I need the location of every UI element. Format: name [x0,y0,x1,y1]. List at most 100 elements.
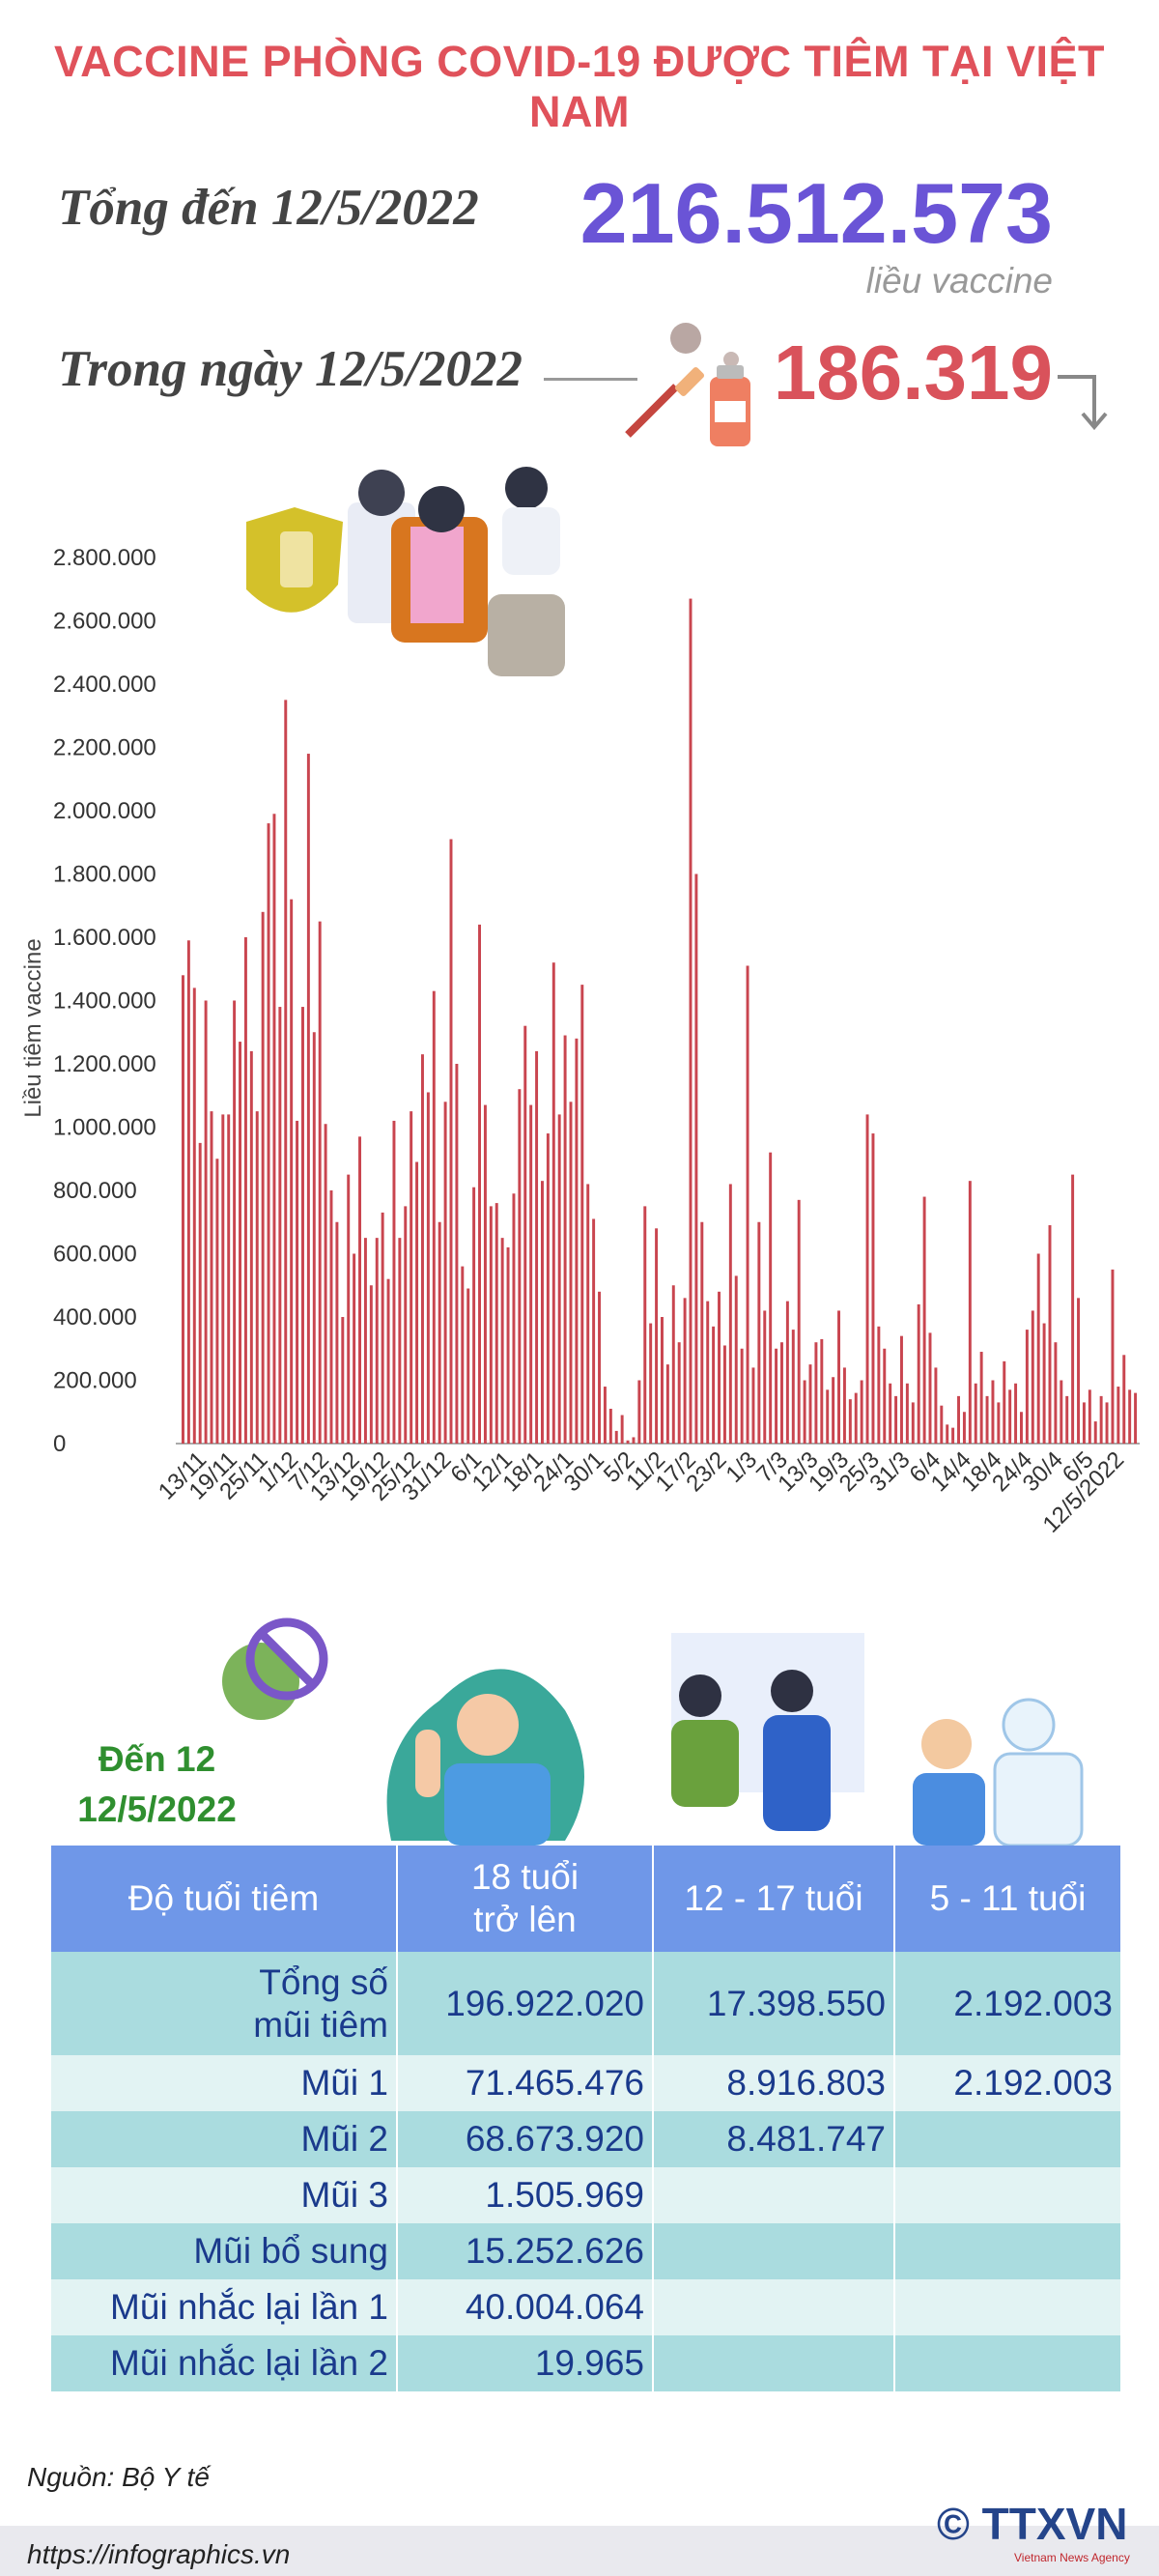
bar [443,1102,447,1444]
bar [483,1104,487,1444]
bar [775,1348,778,1444]
bar [1111,1269,1115,1445]
bar [637,1380,641,1444]
bar [404,1206,408,1445]
bar [580,985,584,1444]
child-vaccination-illustration [913,1698,1084,1846]
bar [1025,1330,1029,1444]
as-of-date: Đến 12 12/5/2022 [48,1734,266,1835]
connector-line [544,378,637,381]
bar [694,873,698,1444]
bar [808,1364,812,1445]
bar [239,1042,241,1445]
bar [312,1032,316,1444]
bar [860,1380,863,1444]
cell-5-11 [894,2279,1122,2335]
cell-18-plus: 40.004.064 [397,2279,654,2335]
bar [358,1136,361,1445]
bar [233,1000,237,1444]
bar [500,1238,504,1445]
bar [700,1221,704,1444]
bar [192,987,196,1444]
bar [911,1402,915,1444]
bar [1105,1402,1109,1444]
cell-18-plus: 196.922.020 [397,1952,654,2055]
page-title: VACCINE PHÒNG COVID-19 ĐƯỢC TIÊM TẠI VIỆ… [54,37,1105,136]
row-label: Mũi bổ sung [51,2223,398,2279]
bar [415,1161,419,1444]
as-of-line-1: Đến 12 [98,1739,216,1779]
bar [267,823,270,1444]
bar [347,1174,351,1445]
bar [512,1193,516,1444]
bar [563,1035,567,1444]
bar [1003,1360,1006,1444]
y-tick-label: 800.000 [53,1178,137,1204]
syringe-icon [625,384,679,438]
row-label: Mũi 3 [51,2167,398,2223]
bar [1020,1412,1023,1444]
bar [940,1405,944,1444]
row-label: Tổng số mũi tiêm [51,1952,398,2055]
cell-5-11 [894,2335,1122,2391]
y-tick-label: 1.200.000 [53,1051,156,1077]
bar [432,990,436,1444]
table-row: Mũi nhắc lại lần 1 40.004.064 [51,2279,1122,2335]
bar [1065,1395,1069,1445]
bar [284,700,288,1445]
as-of-line-2: 12/5/2022 [77,1789,237,1829]
bar [608,1408,612,1444]
cell-12-17: 8.481.747 [653,2111,895,2167]
bar [1054,1342,1058,1444]
bar [592,1218,596,1444]
bar [997,1402,1001,1444]
bar [1071,1174,1075,1445]
cell-18-plus: 71.465.476 [397,2055,654,2111]
bar [689,598,693,1444]
bar [249,1050,253,1444]
bar [296,1120,299,1444]
bar [227,1114,231,1444]
bar [780,1342,783,1444]
bar [968,1181,972,1444]
cell-18-plus: 19.965 [397,2335,654,2391]
cell-18-plus: 1.505.969 [397,2167,654,2223]
bar [1036,1253,1040,1444]
bar [661,1317,664,1444]
bar [763,1310,767,1444]
cell-5-11: 2.192.003 [894,2055,1122,2111]
y-tick-label: 600.000 [53,1242,137,1268]
daily-doses-bar-chart: 0 200.000 400.000 600.000 800.000 1.000.000 1.… [53,545,1140,1538]
bar [546,1133,550,1444]
y-tick-label: 400.000 [53,1304,137,1331]
table-row: Mũi 3 1.505.969 [51,2167,1122,2223]
total-label: Tổng đến 12/5/2022 [58,180,479,236]
row-label: Mũi nhắc lại lần 1 [51,2279,398,2335]
bar [985,1395,989,1445]
bar [421,1054,424,1444]
people-cheering-illustration [246,467,565,676]
bar [186,940,190,1444]
y-tick-label: 2.200.000 [53,735,156,761]
ttxvn-logo: © TTXVN [937,2499,1128,2549]
cell-12-17: 8.916.803 [653,2055,895,2111]
bar [671,1285,675,1444]
row-label: Mũi 1 [51,2055,398,2111]
virus-icon-small [723,352,739,367]
virus-icon [670,323,701,354]
bar [803,1380,806,1444]
daily-label: Trong ngày 12/5/2022 [58,341,523,397]
bar [198,1142,202,1445]
cell-5-11: 2.192.003 [894,1952,1122,2055]
bar [814,1342,818,1444]
bar [523,1025,527,1444]
bar [535,1050,539,1444]
bar [210,1111,213,1445]
header-5-11: 5 - 11 tuổi [894,1846,1122,1952]
footer-link[interactable]: https://infographics.vn [27,2539,291,2569]
bar [922,1196,926,1444]
bar [1122,1355,1126,1444]
bar [769,1152,773,1444]
bar [495,1203,498,1444]
bar [832,1377,835,1444]
